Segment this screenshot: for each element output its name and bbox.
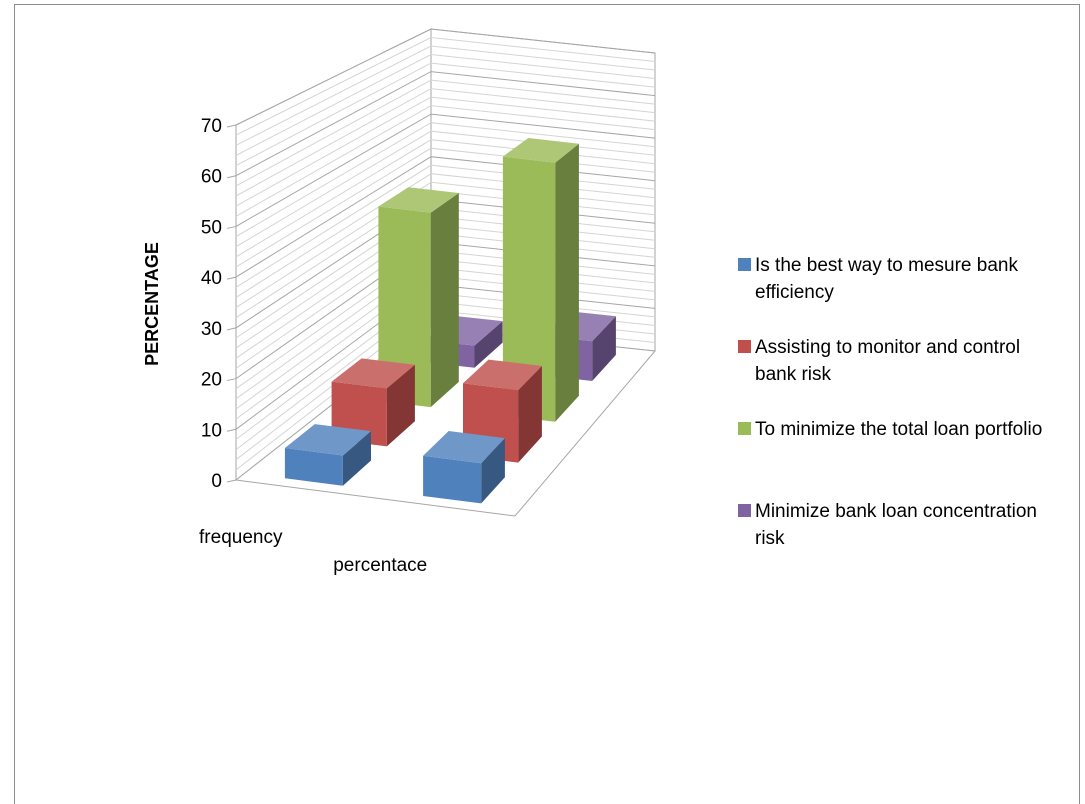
legend-swatch — [738, 340, 751, 353]
y-tick-mark — [226, 479, 237, 483]
gridline — [235, 181, 656, 309]
y-axis-title: PERCENTAGE — [142, 242, 162, 366]
bar-top — [463, 359, 542, 391]
y-tick-mark — [226, 327, 237, 331]
y-tick-label: 30 — [201, 319, 222, 340]
x-category-label: percentace — [333, 555, 427, 576]
legend-swatch — [738, 258, 751, 271]
y-tick-label: 10 — [201, 420, 222, 441]
bar-front — [378, 206, 431, 408]
legend-label: Is the best way to mesure bank efficiency — [755, 255, 1018, 303]
bar-front — [502, 156, 556, 422]
legend-label: To minimize the total loan portfolio — [755, 419, 1042, 440]
chart-bars — [284, 138, 616, 504]
y-tick-label: 60 — [201, 167, 222, 188]
y-tick-mark — [226, 124, 237, 128]
bar-top — [284, 424, 371, 456]
gridline — [235, 96, 656, 207]
gridline — [235, 164, 656, 288]
gridline — [235, 45, 656, 146]
bar-side — [474, 321, 503, 368]
y-tick-mark — [226, 175, 237, 179]
bar-top — [378, 187, 459, 213]
y-tick-label: 50 — [201, 217, 222, 238]
gridline — [235, 79, 656, 187]
y-tick-label: 0 — [211, 471, 222, 492]
bar — [284, 424, 371, 486]
legend-swatch — [738, 422, 751, 435]
gridline — [235, 147, 656, 268]
legend-swatch — [738, 504, 751, 517]
y-tick-label: 40 — [201, 268, 222, 289]
bar-front — [284, 448, 343, 486]
bar — [331, 358, 415, 447]
y-tick-label: 70 — [201, 116, 222, 137]
gridline — [235, 105, 656, 217]
legend-item: Assisting to monitor and control bank ris… — [738, 337, 1020, 385]
y-axis-ticks: 0 10 20 30 40 50 60 70 — [201, 116, 237, 492]
bar-side — [430, 193, 459, 408]
legend-item: Is the best way to mesure bank efficiency — [738, 255, 1018, 303]
gridline — [235, 156, 656, 278]
legend-item: Minimize bank loan concentration risk — [738, 501, 1037, 549]
bar-side — [518, 366, 542, 463]
bar-side — [481, 438, 505, 504]
gridline — [235, 122, 656, 238]
y-tick-label: 20 — [201, 370, 222, 391]
y-tick-mark — [226, 378, 237, 382]
gridline — [235, 53, 656, 156]
bar-side — [592, 316, 616, 381]
x-axis-categories: frequency percentace — [199, 527, 427, 576]
gridline — [235, 62, 656, 167]
x-category-label: frequency — [199, 527, 283, 548]
chart-legend: Is the best way to mesure bank efficiency… — [738, 255, 1042, 549]
y-tick-mark — [226, 276, 237, 280]
gridline — [235, 113, 656, 227]
bar-front — [423, 455, 482, 504]
legend-label: Assisting to monitor and control bank ris… — [755, 337, 1020, 385]
bar-top — [423, 431, 505, 464]
gridline — [235, 173, 656, 298]
bar — [502, 138, 579, 422]
bar — [378, 187, 459, 408]
legend-item: To minimize the total loan portfolio — [738, 419, 1042, 440]
gridline — [235, 36, 656, 136]
bar — [423, 431, 505, 504]
gridline — [235, 28, 656, 126]
gridline — [235, 139, 656, 258]
gridline — [235, 71, 656, 177]
bar-top — [502, 138, 579, 163]
bar-side — [386, 364, 415, 447]
gridline — [235, 88, 656, 197]
bar-top — [331, 358, 415, 389]
bar-side — [555, 143, 579, 422]
gridline — [235, 130, 656, 248]
bar-side — [342, 431, 371, 486]
legend-label: Minimize bank loan concentration risk — [755, 501, 1037, 549]
y-tick-mark — [226, 225, 237, 229]
y-tick-mark — [226, 428, 237, 432]
